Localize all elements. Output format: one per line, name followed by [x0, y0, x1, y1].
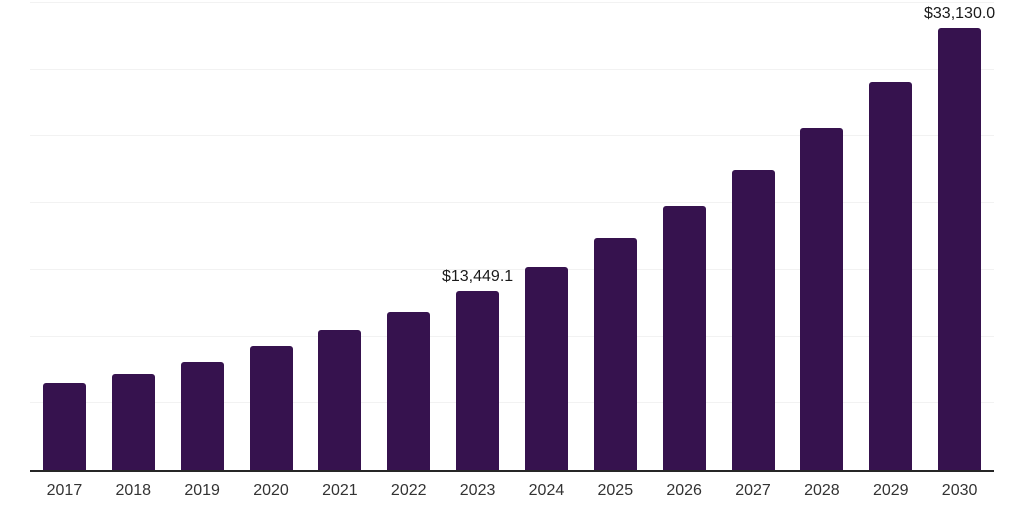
bar-slot-2027 — [719, 3, 788, 470]
x-tick-2026: 2026 — [666, 482, 702, 499]
bar-2017 — [42, 383, 86, 470]
bar-2023 — [456, 290, 500, 470]
x-tick-2022: 2022 — [390, 482, 427, 499]
bar-slot-2023: $13,449.1 — [441, 3, 514, 470]
x-axis-labels: 2017 2018 2019 2020 2021 2022 2023 2024 2025 2026… — [30, 481, 994, 500]
bar-2019 — [180, 362, 224, 470]
bar-2018 — [111, 374, 155, 470]
bar-slot-2020 — [237, 3, 306, 470]
x-tick-2023: 2023 — [459, 482, 496, 499]
bar-2025 — [593, 237, 637, 470]
bar-slot-2030: $33,130.0 — [924, 3, 996, 470]
bar-2028 — [800, 128, 844, 470]
x-tick-2027: 2027 — [735, 482, 771, 499]
bars: $13,449.1 $33,130.0 — [30, 3, 996, 470]
x-tick-2024: 2024 — [528, 482, 565, 499]
x-tick-2020: 2020 — [253, 482, 289, 499]
bar-value-label-2030: $33,130.0 — [924, 4, 996, 22]
bar-2021 — [318, 330, 362, 470]
bar-slot-2019 — [168, 3, 237, 470]
x-tick-2019: 2019 — [184, 482, 220, 499]
x-tick-2025: 2025 — [597, 482, 634, 499]
gridline-15000 — [30, 268, 994, 270]
bar-slot-2024 — [512, 3, 581, 470]
bar-slot-2021 — [305, 3, 374, 470]
bar-slot-2029 — [856, 3, 925, 470]
gridline-20000 — [30, 202, 994, 204]
x-axis-line — [30, 470, 994, 472]
bar-2029 — [869, 82, 913, 470]
bar-2027 — [731, 169, 775, 470]
bar-value-label-2023: $13,449.1 — [441, 267, 514, 285]
gridline-35000 — [30, 2, 994, 3]
gridline-25000 — [30, 135, 994, 137]
x-tick-2029: 2029 — [872, 482, 909, 499]
bar-2030 — [938, 27, 982, 470]
x-tick-2021: 2021 — [322, 482, 358, 499]
plot-area: $13,449.1 $33,130.0 — [30, 2, 996, 470]
bar-slot-2028 — [787, 3, 856, 470]
gridline-30000 — [30, 68, 994, 70]
gridline-10000 — [30, 335, 994, 337]
bar-slot-2025 — [581, 3, 650, 470]
bar-slot-2018 — [99, 3, 168, 470]
bar-slot-2017 — [30, 3, 99, 470]
gridline-5000 — [30, 402, 994, 404]
bar-slot-2026 — [650, 3, 719, 470]
bar-2022 — [387, 312, 431, 470]
x-tick-2030: 2030 — [941, 482, 978, 499]
x-tick-2028: 2028 — [804, 482, 840, 499]
bar-2020 — [249, 346, 293, 470]
x-tick-2018: 2018 — [115, 482, 152, 499]
bar-slot-2022 — [374, 3, 443, 470]
bar-2024 — [524, 266, 568, 470]
bar-2026 — [662, 205, 706, 470]
x-tick-2017: 2017 — [46, 482, 83, 499]
